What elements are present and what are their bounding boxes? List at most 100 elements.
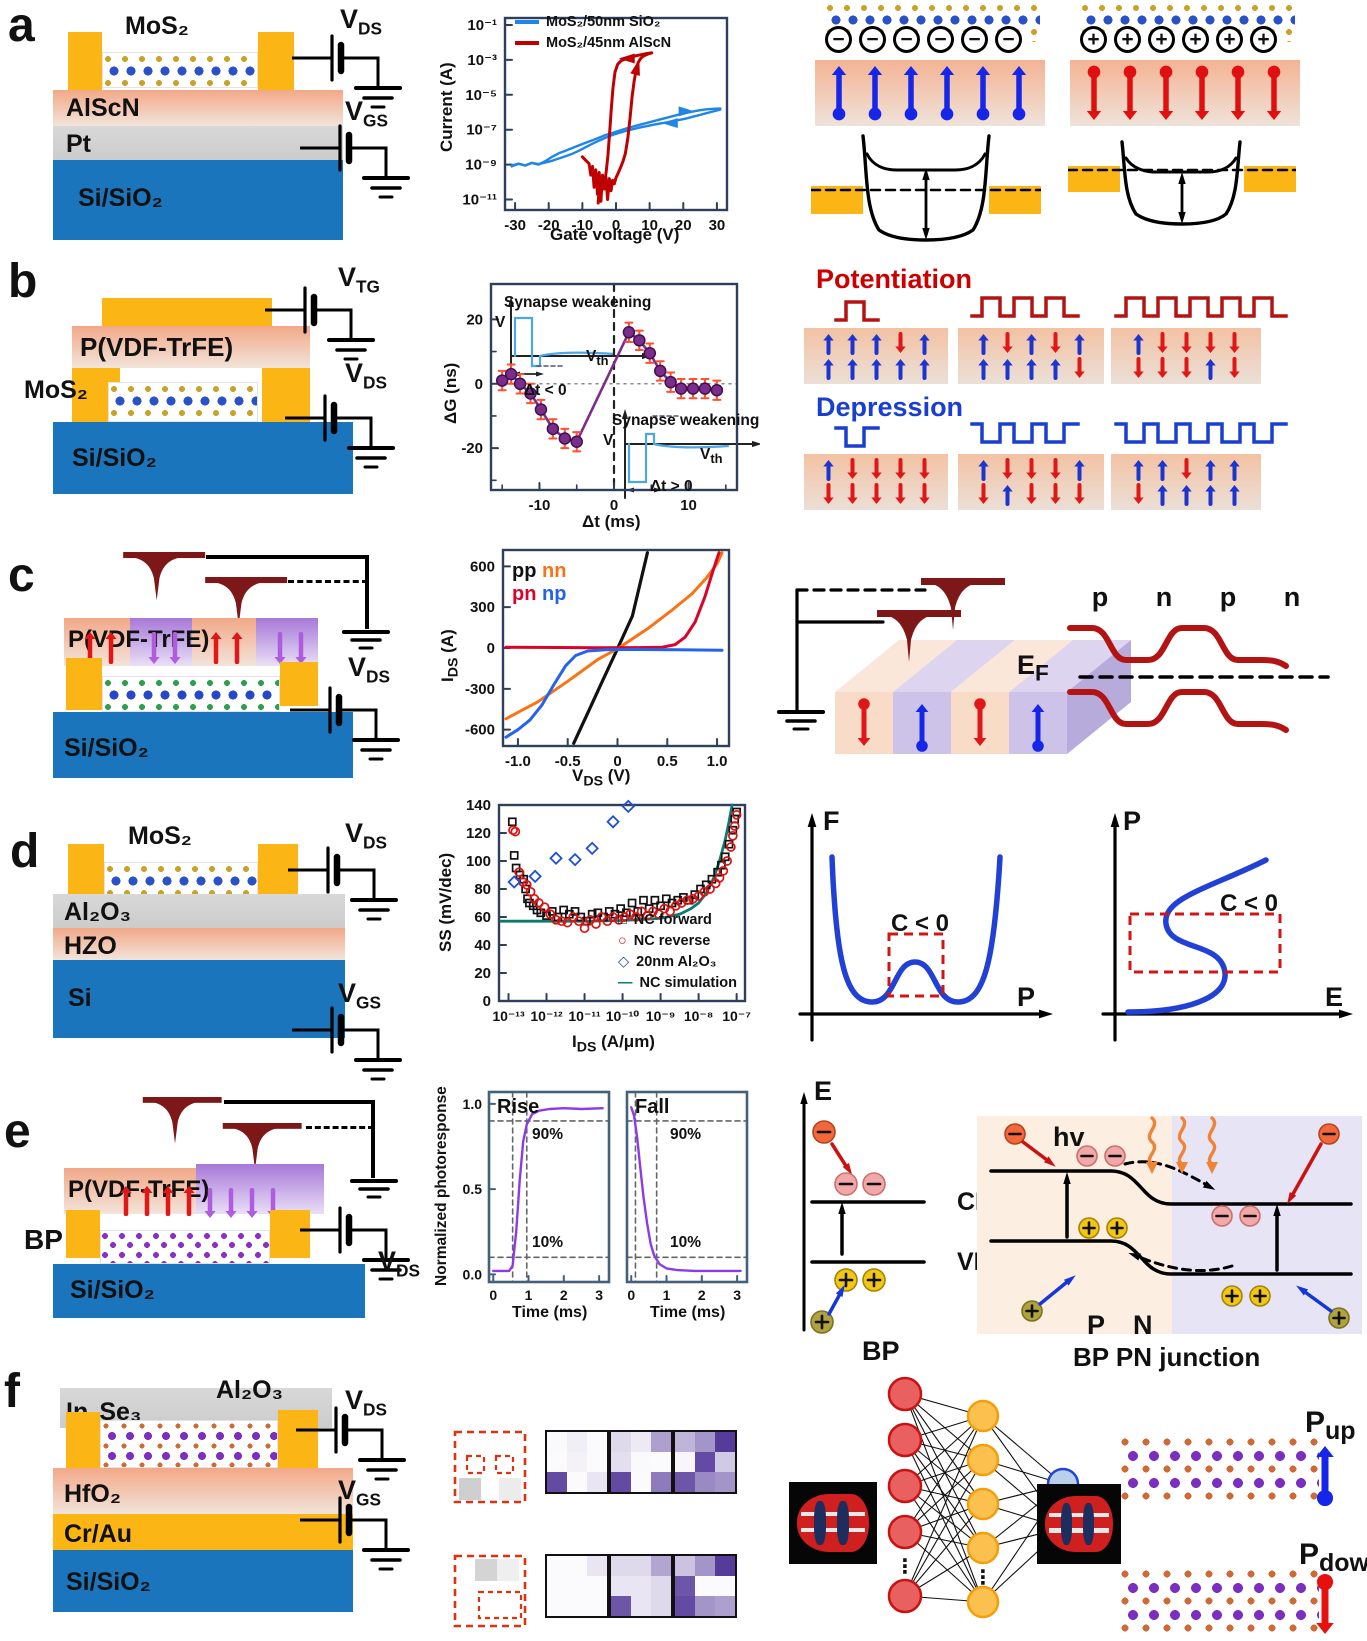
bp-lattice <box>100 1230 270 1264</box>
battery-vgs-icon <box>300 1496 410 1571</box>
potentiation-title: Potentiation <box>816 264 972 294</box>
ground-icon <box>350 1179 398 1199</box>
substrate-label: Si/SiO₂ <box>72 444 157 472</box>
contact-left <box>66 658 102 710</box>
inset-top-v: V <box>495 314 506 331</box>
alscn-label: AlScN <box>66 94 140 122</box>
battery-vds-icon <box>292 34 402 109</box>
pvdf-domain-down <box>256 618 318 666</box>
pvdf-domain-up <box>192 618 256 666</box>
chart-a-xlabel: Gate voltage (V) <box>550 225 680 244</box>
chart-d-ss-scatter: 10⁻¹³ 10⁻¹² 10⁻¹¹ 10⁻¹⁰ 10⁻⁹ 10⁻⁸ 10⁻⁷ 0 20 40 60 8… <box>466 797 751 1024</box>
hv-label: hv <box>1053 1122 1085 1152</box>
feature-map-grid <box>673 1554 737 1618</box>
c-negative-label-1: C < 0 <box>891 910 950 937</box>
afm-tip-icon <box>142 1097 222 1144</box>
al2o3-label: Al₂O₃ <box>64 898 132 926</box>
charge-icon: − <box>825 26 852 53</box>
vgs-label-a: VGS <box>345 96 388 131</box>
depression-title: Depression <box>816 392 964 422</box>
svg-text:30: 30 <box>709 217 726 234</box>
rise-90pct: 90% <box>532 1126 564 1143</box>
afm-tip-icon <box>222 1123 302 1170</box>
charge-icon: − <box>859 26 886 53</box>
depression-pulse-5 <box>1114 422 1288 444</box>
free-energy-double-well <box>798 813 1053 1042</box>
e-axis-label: E <box>814 1076 833 1106</box>
legend-nn: nn <box>542 560 567 582</box>
feature-map-grid <box>609 1554 673 1618</box>
svg-text:-0.5: -0.5 <box>555 753 581 770</box>
mos2-lattice <box>102 52 258 88</box>
vds-label-f: VDS <box>345 1385 388 1420</box>
panel-c-label: c <box>8 549 35 602</box>
down-polarization-arrows <box>272 632 309 666</box>
contact-right <box>270 1210 310 1258</box>
dashed-wire <box>306 1126 374 1129</box>
legend-label-sio2: MoS₂/50nm SiO₂ <box>546 14 661 30</box>
panel-e-device-schematic: P(VDF-TrFE) BP Si/SiO₂ <box>20 1064 420 1320</box>
legend-nc-forward: NC forward <box>633 912 712 928</box>
substrate-layer <box>53 1550 353 1612</box>
p-axis-label-2: P <box>1123 806 1142 836</box>
svg-text:-30: -30 <box>504 217 526 234</box>
contact-right <box>262 368 310 422</box>
domain-box-dep-3 <box>1111 454 1261 510</box>
chart-b-ylabel: ΔG (ns) <box>441 362 460 424</box>
charge-icon: − <box>995 26 1022 53</box>
svg-text:-1.0: -1.0 <box>505 753 531 770</box>
alscn-layer <box>53 90 343 126</box>
legend-al2o3: 20nm Al₂O₃ <box>636 954 717 970</box>
svg-text:120: 120 <box>466 825 491 842</box>
polarization-down-arrow-icon <box>1316 1573 1334 1634</box>
hfo2-layer <box>53 1468 353 1514</box>
mos2-label: MoS₂ <box>128 822 192 850</box>
pnpn-band-diagram: p n p n <box>1067 582 1330 733</box>
chart-e-ylabel: Normalized photoresponse <box>433 1086 450 1286</box>
charge-icon: − <box>961 26 988 53</box>
substrate-layer <box>53 712 353 778</box>
in2se3-lattice <box>100 1420 278 1468</box>
mos2-label: MoS₂ <box>125 12 189 40</box>
chart-a-legend: MoS₂/50nm SiO₂ MoS₂/45nm AlScN <box>515 14 671 56</box>
svg-text:300: 300 <box>470 599 495 616</box>
chart-c-iv-curves: -1.0 -0.5 0 0.5 1.0 600 300 0 -300 -600 <box>465 548 731 770</box>
panel-c-device-schematic: P(VDF-TrFE) MoTe₂ Si/SiO₂ <box>20 532 420 790</box>
svg-text:10⁻⁷: 10⁻⁷ <box>466 122 497 139</box>
bp-caption: BP <box>862 1336 900 1366</box>
chart-d-ylabel: SS (mV/dec) <box>436 852 455 952</box>
domain-box-pot-3 <box>1111 328 1261 384</box>
depression-pulse-1 <box>834 426 880 448</box>
mos2-label: MoS₂ <box>24 376 88 404</box>
feature-map-row-2 <box>545 1554 737 1618</box>
chart-d-legend: □ NC forward ○ NC reverse ◇ 20nm Al₂O₃ — NC … <box>618 912 737 996</box>
in2se3-lattice-down <box>1119 1568 1319 1636</box>
up-polarization-arrows <box>118 1184 197 1216</box>
inset-bottom-vth: Vth <box>700 446 723 467</box>
bp-band-svg <box>800 1092 926 1334</box>
svg-text:20: 20 <box>474 965 491 982</box>
si-label: Si <box>68 984 92 1012</box>
polarization-up-arrow-icon <box>1316 1446 1334 1507</box>
panel-f-label: f <box>4 1365 20 1418</box>
electrode-right <box>258 32 294 90</box>
band-label-p2: p <box>1220 582 1237 612</box>
charge-icon: + <box>1148 26 1175 53</box>
hfo2-label: HfO₂ <box>64 1480 121 1508</box>
chart-b-xlabel: Δt (ms) <box>582 512 641 531</box>
svg-text:2: 2 <box>698 1287 706 1303</box>
afm-tip-icon <box>205 577 288 626</box>
panel-a-device-schematic: MoS₂ AlScN Pt Si/SiO₂ <box>20 6 420 250</box>
pvdf-layer <box>72 326 310 368</box>
band-label-n1: n <box>1156 582 1173 612</box>
contact-right <box>278 1410 318 1470</box>
c-negative-label-2: C < 0 <box>1220 890 1279 917</box>
n-region-label: N <box>1133 1310 1153 1340</box>
ferroelectric-down-polarized <box>1070 60 1300 126</box>
up-polarization-arrows <box>208 630 245 664</box>
substrate-label: Si/SiO₂ <box>66 1568 151 1596</box>
mos2-lattice <box>108 382 258 422</box>
fermi-level-label: EF <box>1017 650 1049 686</box>
chart-c-xlabel: VDS (V) <box>572 766 631 790</box>
